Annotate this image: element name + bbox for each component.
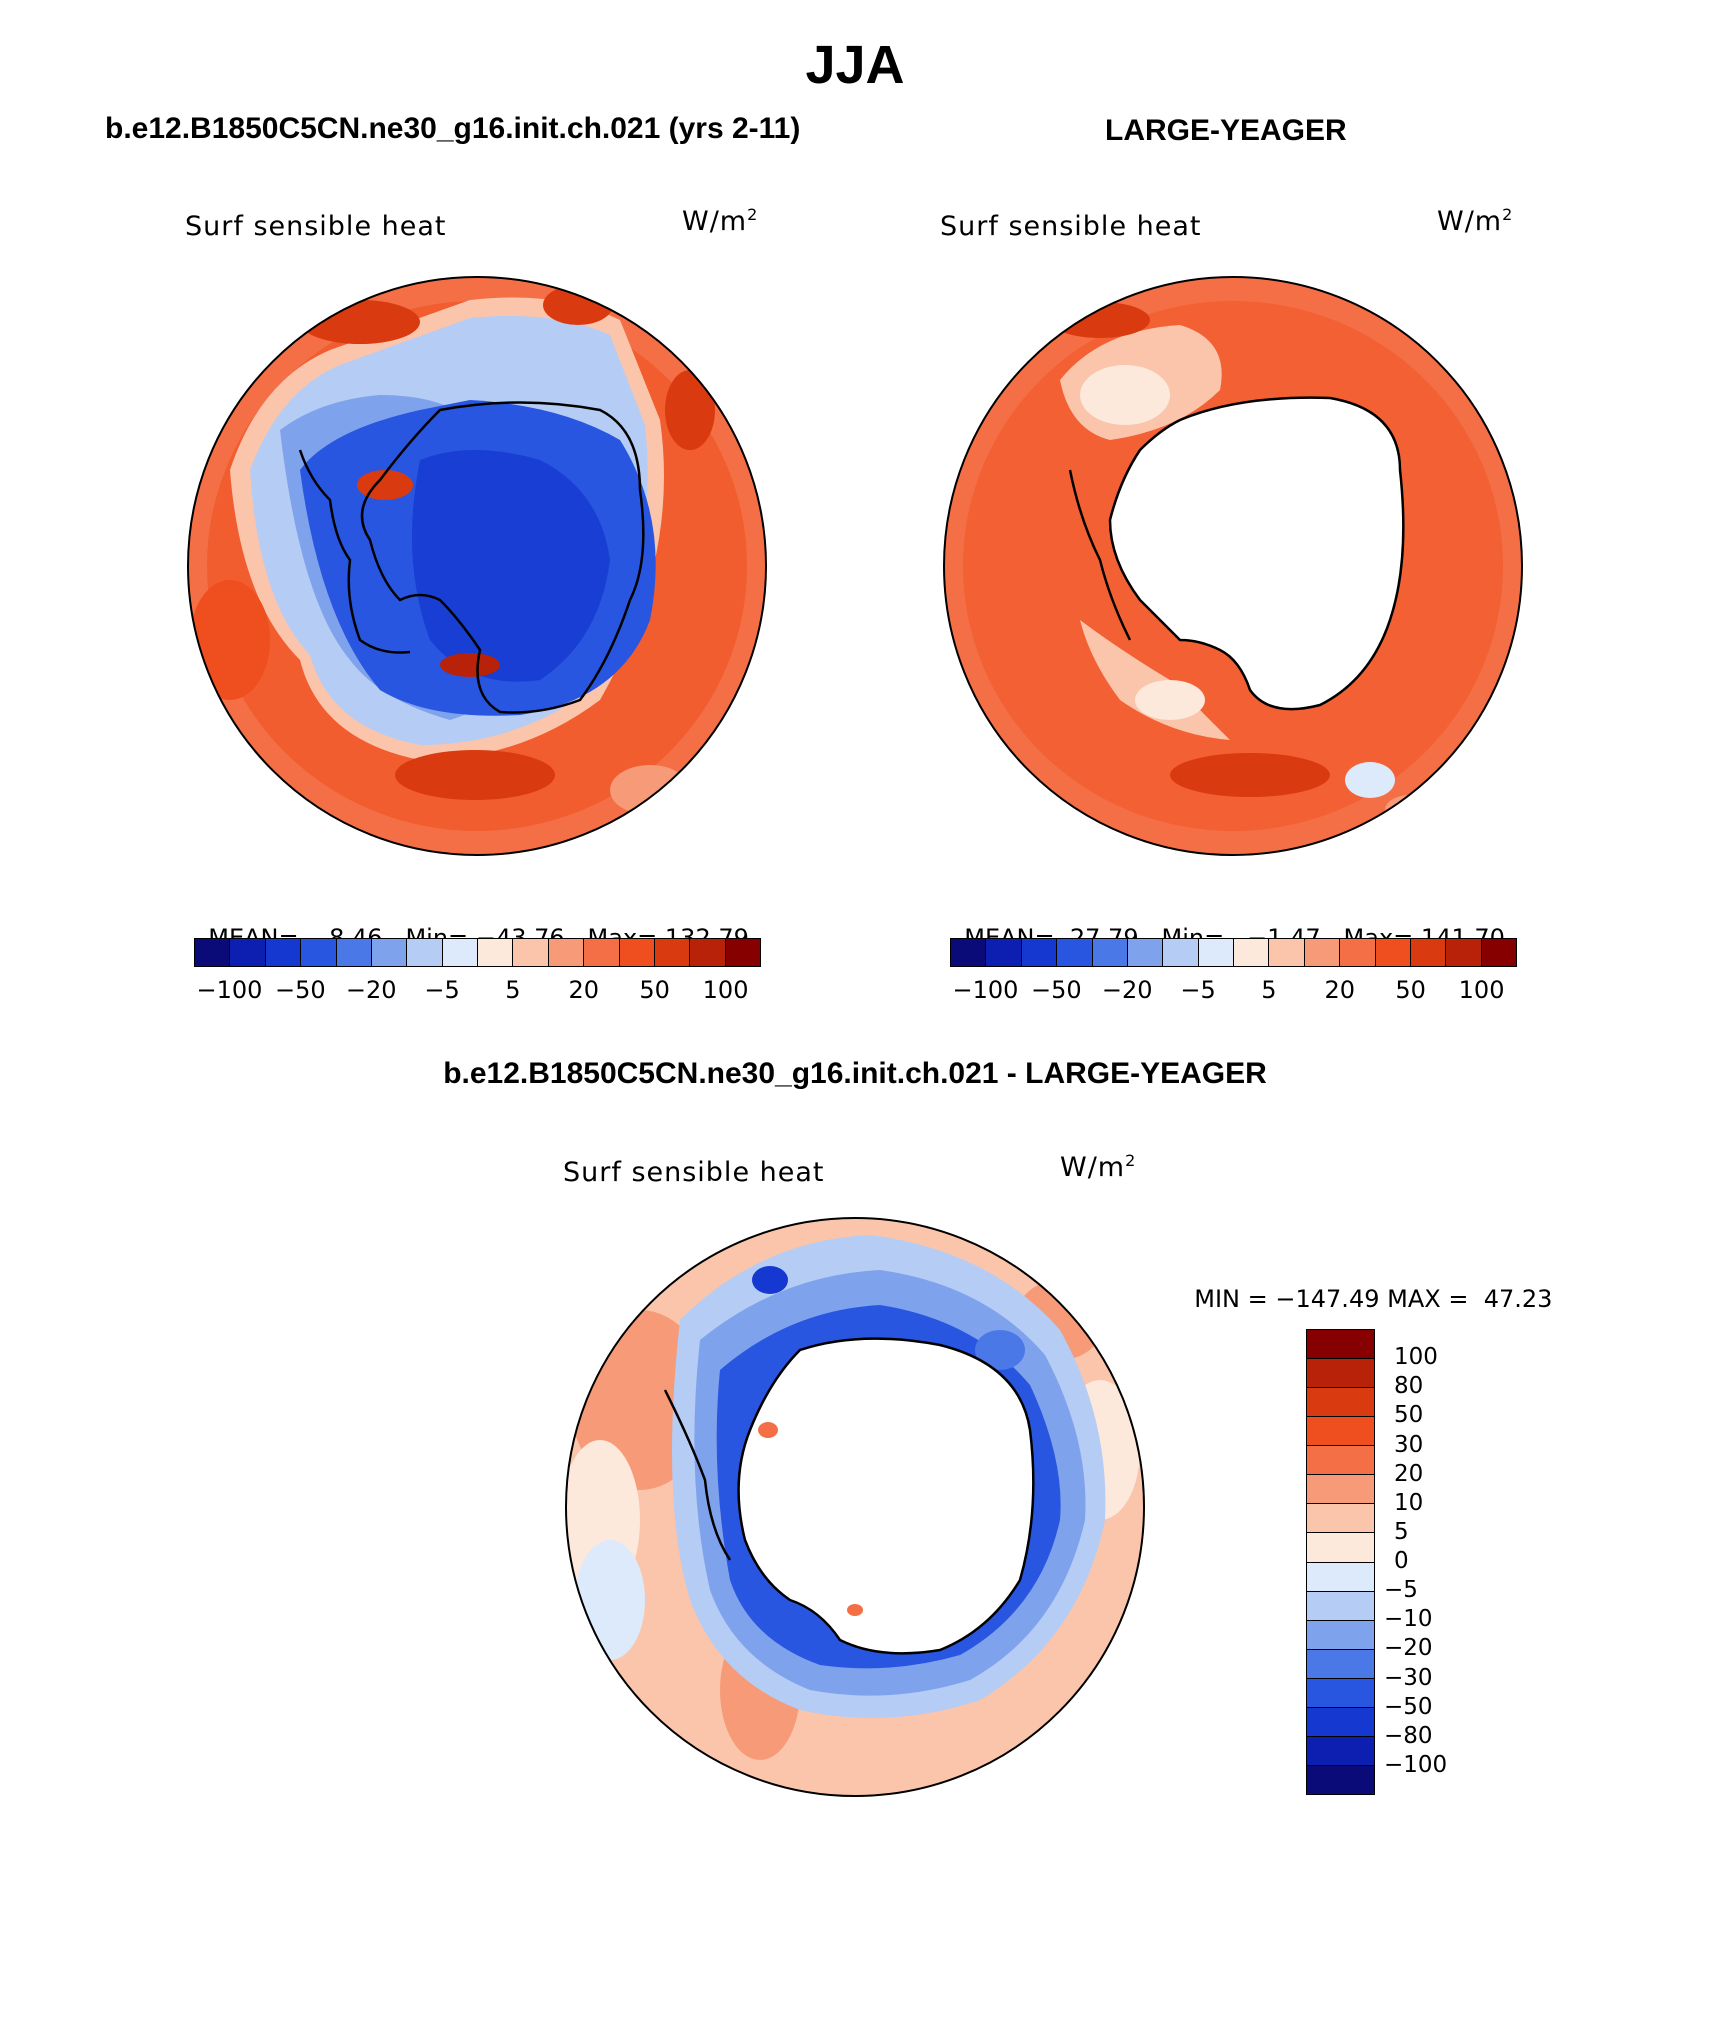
colorbar-swatch xyxy=(1307,1446,1374,1476)
panel2-colorbar-ticks: −100 −50 −20 −5 5 20 50 100 xyxy=(950,976,1517,1006)
panel3-stats: MIN = −147.49 MAX = 47.23 xyxy=(1194,1285,1553,1313)
colorbar-tick-label: −20 xyxy=(345,976,397,1004)
colorbar-tick-label: 5 xyxy=(1394,1518,1409,1545)
colorbar-tick-label: −30 xyxy=(1384,1664,1433,1691)
colorbar-swatch xyxy=(1307,1359,1374,1389)
colorbar-swatch xyxy=(1198,939,1234,966)
colorbar-swatch xyxy=(1127,939,1164,966)
colorbar-swatch xyxy=(336,939,372,966)
colorbar-swatch xyxy=(1307,1649,1374,1679)
colorbar-tick-label: 50 xyxy=(639,976,670,1004)
colorbar-swatch xyxy=(690,939,726,966)
colorbar-swatch xyxy=(1304,939,1341,966)
colorbar-swatch xyxy=(371,939,408,966)
panel3-units: W/m2 xyxy=(1060,1151,1137,1183)
colorbar-swatch xyxy=(1307,1707,1374,1737)
colorbar-swatch xyxy=(1410,939,1447,966)
colorbar-tick-label: −100 xyxy=(952,976,1019,1004)
colorbar-swatch xyxy=(1307,1388,1374,1418)
colorbar-swatch xyxy=(951,939,987,966)
colorbar-swatch xyxy=(654,939,691,966)
colorbar-swatch xyxy=(584,939,620,966)
colorbar-tick-label: 20 xyxy=(1324,976,1356,1004)
colorbar-swatch xyxy=(1307,1504,1374,1534)
colorbar-tick-label: 30 xyxy=(1394,1431,1424,1458)
colorbar-swatch xyxy=(230,939,266,966)
colorbar-swatch xyxy=(407,939,443,966)
figure-title: JJA xyxy=(805,35,905,95)
colorbar-tick-label: −80 xyxy=(1384,1722,1433,1749)
colorbar-tick-label: 20 xyxy=(1394,1460,1424,1487)
colorbar-swatch xyxy=(1307,1475,1374,1505)
panel2-units: W/m2 xyxy=(1437,205,1514,237)
colorbar-swatch xyxy=(1307,1765,1374,1794)
panel1-colorbar xyxy=(194,938,761,967)
colorbar-swatch xyxy=(1307,1678,1374,1708)
colorbar-swatch xyxy=(1307,1417,1374,1447)
colorbar-swatch xyxy=(725,939,760,966)
colorbar-tick-label: −50 xyxy=(274,976,326,1004)
colorbar-swatch xyxy=(1446,939,1482,966)
colorbar-tick-label: 100 xyxy=(1394,1344,1438,1371)
colorbar-swatch xyxy=(1021,939,1058,966)
colorbar-swatch xyxy=(301,939,337,966)
colorbar-swatch xyxy=(478,939,514,966)
colorbar-swatch xyxy=(1057,939,1093,966)
colorbar-swatch xyxy=(265,939,302,966)
colorbar-tick-label: 5 xyxy=(1261,976,1277,1004)
panel1-units: W/m2 xyxy=(682,205,759,237)
colorbar-tick-label: 10 xyxy=(1394,1489,1424,1516)
colorbar-swatch xyxy=(1307,1562,1374,1592)
panel3-variable-label: Surf sensible heat xyxy=(563,1157,825,1188)
colorbar-tick-label: 0 xyxy=(1394,1548,1409,1574)
colorbar-swatch xyxy=(1340,939,1376,966)
colorbar-tick-label: 80 xyxy=(1394,1373,1424,1400)
colorbar-tick-label: −5 xyxy=(1384,1577,1418,1604)
panel3-colorbar-ticks: 100 80 50 30 20 10 5 0 −5 −10 −20 −30 −50 −80 −100 xyxy=(1384,1329,1484,1795)
colorbar-swatch xyxy=(619,939,655,966)
colorbar-tick-label: −50 xyxy=(1384,1693,1433,1720)
colorbar-tick-label: −20 xyxy=(1101,976,1153,1004)
colorbar-swatch xyxy=(1163,939,1199,966)
panel2-case-title: LARGE-YEAGER xyxy=(1105,114,1347,147)
colorbar-swatch xyxy=(1234,939,1270,966)
colorbar-tick-label: −5 xyxy=(1180,976,1216,1004)
panel3-case-title: b.e12.B1850C5CN.ne30_g16.init.ch.021 - L… xyxy=(443,1057,1267,1090)
colorbar-tick-label: 50 xyxy=(1395,976,1426,1004)
colorbar-swatch xyxy=(548,939,585,966)
colorbar-tick-label: −100 xyxy=(1384,1751,1448,1778)
panel1-variable-label: Surf sensible heat xyxy=(185,211,447,242)
panel1-colorbar-ticks: −100 −50 −20 −5 5 20 50 100 xyxy=(194,976,761,1006)
colorbar-swatch xyxy=(1307,1736,1374,1766)
colorbar-swatch xyxy=(513,939,549,966)
colorbar-tick-label: 5 xyxy=(505,976,521,1004)
colorbar-tick-label: −5 xyxy=(424,976,460,1004)
colorbar-tick-label: −10 xyxy=(1384,1606,1433,1633)
colorbar-swatch xyxy=(442,939,478,966)
colorbar-swatch xyxy=(195,939,231,966)
colorbar-swatch xyxy=(1307,1591,1374,1621)
colorbar-tick-label: 100 xyxy=(702,976,749,1004)
colorbar-tick-label: 100 xyxy=(1458,976,1505,1004)
colorbar-swatch xyxy=(986,939,1022,966)
colorbar-swatch xyxy=(1375,939,1411,966)
colorbar-swatch xyxy=(1481,939,1516,966)
colorbar-swatch xyxy=(1092,939,1128,966)
colorbar-swatch xyxy=(1307,1330,1374,1360)
panel3-colorbar xyxy=(1306,1329,1375,1795)
panel1-case-title: b.e12.B1850C5CN.ne30_g16.init.ch.021 (yr… xyxy=(105,112,801,145)
colorbar-tick-label: −50 xyxy=(1030,976,1082,1004)
colorbar-tick-label: −100 xyxy=(196,976,263,1004)
panel2-variable-label: Surf sensible heat xyxy=(940,211,1202,242)
colorbar-swatch xyxy=(1307,1533,1374,1563)
colorbar-swatch xyxy=(1269,939,1305,966)
colorbar-tick-label: 20 xyxy=(568,976,600,1004)
colorbar-tick-label: −20 xyxy=(1384,1635,1433,1662)
colorbar-swatch xyxy=(1307,1620,1374,1650)
panel2-colorbar xyxy=(950,938,1517,967)
colorbar-tick-label: 50 xyxy=(1394,1402,1424,1429)
